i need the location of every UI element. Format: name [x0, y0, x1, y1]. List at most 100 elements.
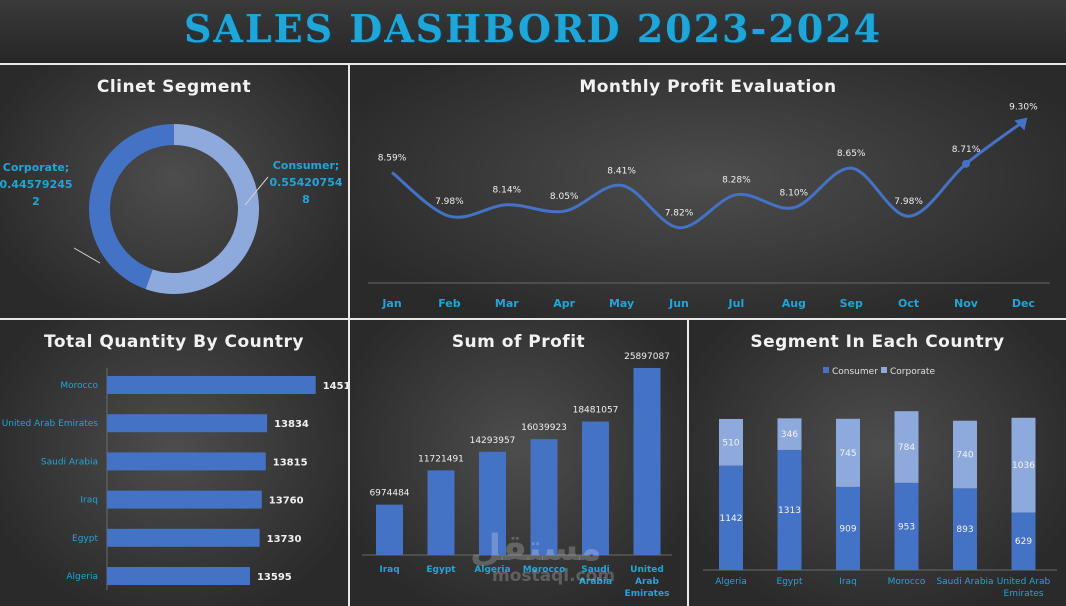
x-tick-oct: Oct [898, 297, 919, 310]
value-label: 510 [722, 438, 739, 448]
data-label-aug: 8.10% [780, 189, 809, 199]
bar-algeria [107, 567, 250, 585]
legend-label-corporate: Corporate [890, 367, 935, 377]
data-label-jun: 7.82% [665, 209, 694, 219]
x-tick-apr: Apr [553, 297, 575, 310]
value-label: 629 [1015, 537, 1032, 547]
watermark-latin: mostaql.com [492, 566, 616, 586]
bar-algeria [479, 451, 506, 555]
donut-slice-corporate [88, 124, 174, 290]
dashboard-title: SALES DASHBORD 2023-2024 [183, 6, 883, 51]
legend-swatch-consumer [823, 367, 829, 373]
value-label: 13834 [274, 419, 309, 430]
value-label: 18481057 [573, 406, 619, 416]
panel-segment-country: Segment In Each Country Consumer Corporat… [689, 320, 1066, 606]
donut-label-consumer: 8 [302, 193, 310, 206]
line-end-arrow [1014, 117, 1028, 131]
profit-bar-chart: 6974484 Iraq 11721491 Egypt 14293957 Algeria 1… [362, 352, 672, 599]
x-tick-may: May [609, 297, 634, 310]
divider-horizontal [0, 318, 1066, 320]
donut-label-consumer: 0.55420754 [269, 176, 342, 189]
bar-corporate-egypt [777, 418, 802, 450]
point-nov [962, 159, 970, 168]
segment-stacked-bar-chart: Consumer Corporate 1142 510 Algeria 1313 346 Eg… [703, 367, 1057, 599]
category-label: United Arab [997, 577, 1051, 587]
donut-label-consumer: Consumer; [273, 159, 340, 172]
panel-monthly-profit: Monthly Profit Evaluation 8.59% Jan 7.98% F… [350, 65, 1066, 318]
value-label: 25897087 [624, 352, 670, 362]
category-label: Arabia [579, 577, 612, 587]
panel-total-quantity: Total Quantity By Country Morocco 14512 Un… [0, 320, 348, 606]
category-label: Egypt [426, 565, 456, 575]
watermark: مستقل mostaql.com [470, 528, 615, 586]
segment-donut-chart: Consumer; 0.55420754 8 Corporate; 0.44579245… [0, 124, 343, 294]
bar-morocco [107, 376, 316, 394]
data-label-dec: 9.30% [1009, 103, 1038, 113]
bar-corporate-morocco [894, 411, 919, 483]
x-tick-mar: Mar [495, 297, 519, 310]
bar-egypt [107, 528, 260, 547]
x-tick-nov: Nov [954, 297, 979, 310]
category-label: United Arab Emirates [2, 419, 99, 429]
legend-swatch-corporate [881, 367, 887, 373]
bar-consumer-united-arab-emirates [1011, 512, 1036, 570]
value-label: 14293957 [470, 436, 516, 446]
bar-consumer-saudi-arabia [953, 488, 977, 570]
bar-iraq [107, 490, 262, 509]
bar-consumer-egypt [777, 449, 802, 570]
value-label: 13730 [267, 534, 302, 545]
value-label: 16039923 [521, 423, 567, 433]
panel-title-profit: Sum of Profit [451, 332, 586, 352]
data-label-may: 8.41% [607, 166, 636, 176]
category-label: Algeria [66, 572, 98, 582]
value-label: 1313 [778, 506, 801, 516]
value-label: 13760 [269, 496, 304, 507]
quantity-bar-chart: Morocco 14512 United Arab Emirates 13834 Sau… [2, 368, 348, 590]
value-label: 13595 [257, 572, 292, 583]
panel-title-monthly: Monthly Profit Evaluation [579, 77, 837, 97]
x-tick-jul: Jul [728, 297, 745, 310]
donut-label-corporate: 0.44579245 [0, 178, 73, 191]
bar-consumer-algeria [719, 465, 743, 570]
value-label: 953 [898, 522, 915, 532]
category-label: United [630, 565, 664, 575]
data-label-apr: 8.05% [550, 192, 579, 202]
category-label: Morocco [60, 381, 98, 391]
panel-client-segment: Clinet Segment Consumer; 0.55420754 8 Corpo… [0, 65, 348, 318]
bar-united-arab-emirates [633, 367, 661, 555]
value-label: 740 [956, 451, 973, 461]
bar-corporate-algeria [719, 418, 743, 466]
value-label: 14512 [323, 381, 348, 392]
value-label: 6974484 [369, 489, 409, 499]
legend-label-consumer: Consumer [832, 367, 878, 377]
bar-consumer-morocco [894, 482, 919, 570]
category-label: Arab [635, 577, 659, 587]
x-tick-aug: Aug [782, 297, 806, 310]
data-label-nov: 8.71% [952, 145, 981, 155]
donut-label-corporate: 2 [32, 195, 40, 208]
corporate-leader-line [73, 247, 101, 264]
monthly-profit-line-chart: 8.59% Jan 7.98% Feb 8.14% Mar 8.05% Apr 8.41% May… [368, 103, 1050, 310]
x-tick-jan: Jan [381, 297, 401, 310]
panel-title-quantity: Total Quantity By Country [44, 332, 304, 352]
category-label: Egypt [777, 577, 803, 587]
value-label: 893 [956, 525, 973, 535]
x-tick-dec: Dec [1012, 297, 1035, 310]
value-label: 346 [781, 430, 798, 440]
category-label: Algeria [715, 577, 747, 587]
value-label: 745 [839, 449, 856, 459]
panel-sum-profit: Sum of Profit 6974484 Iraq 11721491 Egypt 14… [350, 320, 687, 606]
category-label: Emirates [625, 589, 670, 599]
category-label: Iraq [80, 496, 98, 506]
category-label: Algeria [474, 565, 510, 575]
donut-slice-consumer [145, 124, 259, 294]
data-label-oct: 7.98% [894, 197, 923, 207]
x-tick-jun: Jun [668, 297, 689, 310]
bar-corporate-saudi-arabia [953, 420, 977, 489]
bar-morocco [530, 439, 558, 555]
data-label-jul: 8.28% [722, 176, 751, 186]
category-label: Morocco [888, 577, 926, 587]
value-label: 1036 [1012, 461, 1035, 471]
category-label: Saudi Arabia [41, 457, 98, 467]
value-label: 1142 [720, 514, 743, 524]
